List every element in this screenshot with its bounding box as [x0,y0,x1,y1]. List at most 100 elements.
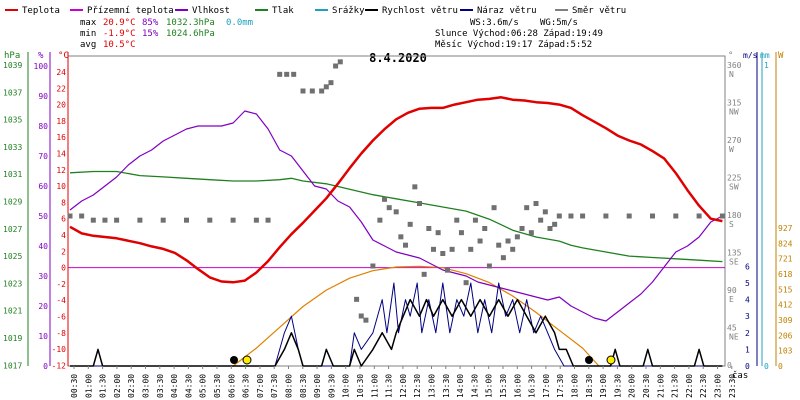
wind-dir-point [230,217,236,223]
temp-tick-label: 12 [56,166,66,175]
w-tick-label: 618 [778,270,793,279]
wind-dir-point [510,246,516,252]
hpa-tick-label: 1039 [3,61,22,70]
ms-tick-label: 5 [745,279,750,288]
wind-dir-point [444,267,450,273]
axis-unit-mm: mm [760,51,770,60]
wind-dir-point [253,217,259,223]
wind-dir-point [528,230,534,236]
hpa-tick-label: 1021 [3,307,22,316]
x-tick-label: 05:30 [213,374,222,398]
stat-min-hum: 15% [142,29,159,39]
wind-dir-point [533,201,539,206]
x-tick-label: 13:00 [428,374,437,398]
ms-tick-label: 6 [745,262,750,271]
pct-tick-label: 30 [38,272,48,281]
legend: Teplota Přízemní teplota Vlhkost Tlak Srážky… [5,6,626,16]
wind-dir-point [650,213,655,219]
dir-tick-label: 315 [727,99,742,108]
pct-tick-label: 100 [34,62,49,71]
wind-dir-point [430,246,436,252]
wind-dir-point [524,205,530,211]
wind-dir-point [463,280,469,286]
temp-tick-label: -10 [52,345,67,354]
x-tick-label: 15:00 [485,374,494,398]
x-tick-label: 22:30 [699,374,708,398]
stat-min-label: min [80,29,96,39]
wind-dir-point [468,246,474,252]
wind-dir-point [477,238,483,244]
temp-tick-label: 0 [61,264,66,273]
wind-dir-point [458,230,464,236]
wind-dir-point [333,63,339,69]
pct-tick-label: 20 [38,302,48,311]
x-tick-label: 12:30 [413,374,422,398]
wind-dir-point [377,217,383,223]
ms-tick-label: 3 [745,312,750,321]
wind-dir-point [386,205,392,211]
x-tick-label: 13:30 [442,374,451,398]
hpa-tick-label: 1035 [3,116,22,125]
dir-tick-name: NW [729,108,739,117]
wind-dir-point [265,217,271,223]
pct-tick-label: 40 [38,242,48,251]
wind-dir-point [354,296,360,302]
wind-dir-point [538,217,544,223]
x-tick-label: 08:30 [299,374,308,398]
pct-tick-label: 60 [38,182,48,191]
x-tick-label: 00:30 [70,374,79,398]
wind-dir-point [556,213,562,219]
pct-tick-label: 90 [38,92,48,101]
wind-dir-point [284,71,290,77]
wind-dir-point [277,71,283,77]
temp-tick-label: 14 [56,150,66,159]
hpa-tick-label: 1019 [3,334,22,343]
stat-avg-temp: 10.5°C [103,40,136,50]
dir-tick-label: 135 [727,249,742,258]
dir-tick-label: 360 [727,61,742,70]
wind-dir-point [382,196,388,202]
pct-tick-label: 0 [43,362,48,371]
wind-dir-point [603,213,609,219]
stat-min-pres: 1024.6hPa [166,29,215,39]
stat-max-pres: 1032.3hPa [166,18,215,28]
temp-tick-label: 8 [61,198,66,207]
moonrise-icon [585,356,593,364]
dir-tick-label: 270 [727,136,742,145]
w-tick-label: 206 [778,331,793,340]
dir-tick-label: 90 [727,286,737,295]
w-tick-label: 515 [778,285,793,294]
x-tick-label: 17:00 [542,374,551,398]
hpa-tick-label: 1025 [3,252,22,261]
wind-dir-point [568,213,574,219]
wind-dir-point [542,209,548,215]
w-tick-label: 103 [778,347,793,356]
hpa-tick-label: 1037 [3,88,22,97]
sunrise-icon [242,355,252,365]
wind-dir-point [370,263,376,269]
stat-wg: WG:5m/s [540,18,578,28]
x-tick-label: 22:00 [685,374,694,398]
wind-dir-point [300,88,306,94]
pct-tick-label: 70 [38,152,48,161]
wind-dir-point [472,217,478,223]
temp-tick-label: -4 [56,296,66,305]
temp-tick-label: -6 [56,313,66,322]
wind-dir-point [496,242,502,248]
chart-title: 8.4.2020 [369,51,427,65]
solar-line [232,265,600,367]
axis-unit-hpa: hPa [4,51,20,61]
legend-label: Vlhkost [192,6,230,16]
hpa-tick-label: 1027 [3,225,22,234]
humidity-line [69,110,723,322]
mm-tick-label: 0 [764,362,769,371]
legend-label: Tlak [272,6,294,16]
x-tick-label: 20:30 [642,374,651,398]
ms-tick-label: 0 [745,362,750,371]
x-tick-label: 16:30 [528,374,537,398]
dir-tick-name: E [729,295,734,304]
hpa-tick-label: 1033 [3,143,22,152]
wind-dir-point [114,217,120,223]
x-tick-label: 01:30 [99,374,108,398]
